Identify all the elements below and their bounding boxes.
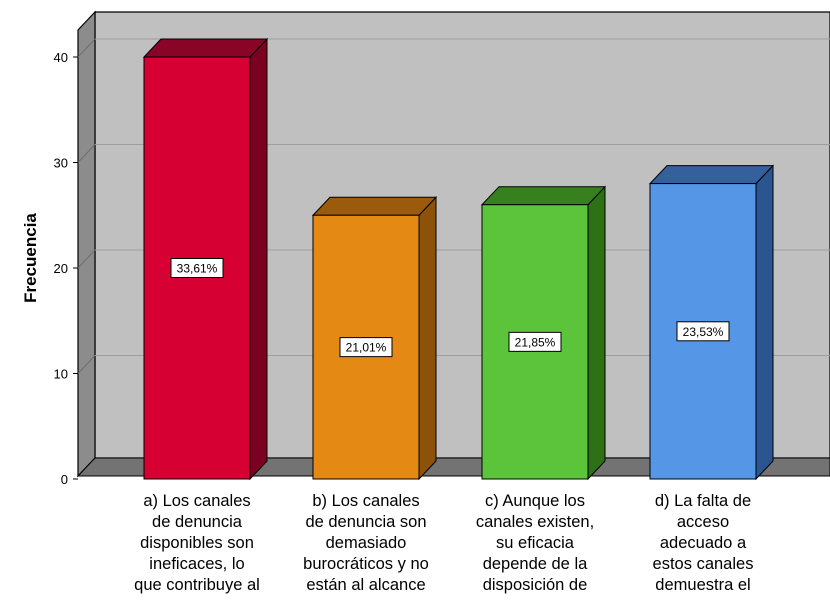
gridline-wall [77, 38, 96, 58]
y-axis: 0 10 20 30 40 [54, 50, 78, 487]
x-tick-label-line: estos canales [653, 555, 754, 573]
x-category-label-2: b) Los canales de denuncia son demasiado bu… [303, 492, 429, 594]
x-tick-label-line: su eficacia [496, 534, 575, 552]
bar-top [648, 165, 775, 185]
x-tick-label-line: demasiado [326, 534, 407, 552]
bar-side [418, 195, 437, 481]
x-tick-label-line: a) Los canales [143, 492, 250, 510]
x-tick-label-line: demuestra el [655, 576, 750, 594]
data-label: 33,61% [177, 262, 218, 276]
data-label-box [170, 258, 224, 278]
data-label-box [508, 331, 562, 352]
bar-side [755, 164, 774, 481]
x-tick-label-line: burocráticos y no [303, 555, 429, 573]
gridline-wall [77, 249, 96, 269]
x-tick-label-line: canales existen, [476, 513, 594, 531]
bar-top [142, 38, 269, 58]
x-tick-label-line: c) Aunque los [485, 492, 585, 510]
y-tick-label: 30 [54, 156, 68, 171]
bar-1: 33,61% [142, 37, 269, 481]
bar-3: 21,85% [480, 185, 607, 481]
x-axis-labels: a) Los canales de denuncia disponibles son… [134, 492, 753, 594]
x-tick-label-line: ineficaces, lo [149, 555, 244, 573]
bars: 33,61% 21,01% 21,85% 23,53% [142, 37, 775, 481]
x-category-label-3: c) Aunque los canales existen, su eficacia… [476, 492, 594, 594]
x-tick-label-line: disponibles son [140, 534, 254, 552]
gridline-wall [77, 355, 96, 374]
x-tick-label-line: disposición de [483, 576, 588, 594]
gridline-wall [77, 144, 96, 163]
bar-top [480, 186, 607, 206]
x-tick-label-line: adecuado a [660, 534, 747, 552]
bar-side [249, 37, 268, 481]
x-tick-label-line: acceso [677, 513, 729, 531]
x-tick-label-line: depende de la [483, 555, 588, 573]
x-category-label-4: d) La falta de acceso adecuado a estos cana… [653, 492, 754, 594]
bar-2: 21,01% [311, 195, 438, 481]
x-tick-label-line: d) La falta de [655, 492, 751, 510]
y-tick-label: 20 [54, 261, 68, 276]
data-label: 23,53% [683, 325, 724, 339]
y-tick-label: 40 [54, 50, 68, 65]
x-tick-label-line: están al alcance [306, 576, 425, 594]
bar-4: 23,53% [648, 164, 775, 481]
bar-top [311, 196, 438, 216]
data-label: 21,01% [346, 341, 387, 355]
bar-side [587, 185, 606, 481]
y-axis-label: Frecuencia [21, 213, 40, 303]
x-tick-label-line: que contribuye al [134, 576, 260, 594]
data-label: 21,85% [515, 335, 556, 349]
x-tick-label-line: de denuncia [152, 513, 243, 531]
y-tick-label: 10 [54, 367, 68, 382]
x-tick-label-line: de denuncia son [305, 513, 426, 531]
x-tick-label-line: b) Los canales [312, 492, 419, 510]
left-wall [77, 10, 96, 478]
y-tick-label: 0 [61, 472, 68, 487]
data-label-box [676, 321, 730, 342]
x-category-label-1: a) Los canales de denuncia disponibles son… [134, 492, 260, 594]
data-label-box [339, 337, 393, 358]
